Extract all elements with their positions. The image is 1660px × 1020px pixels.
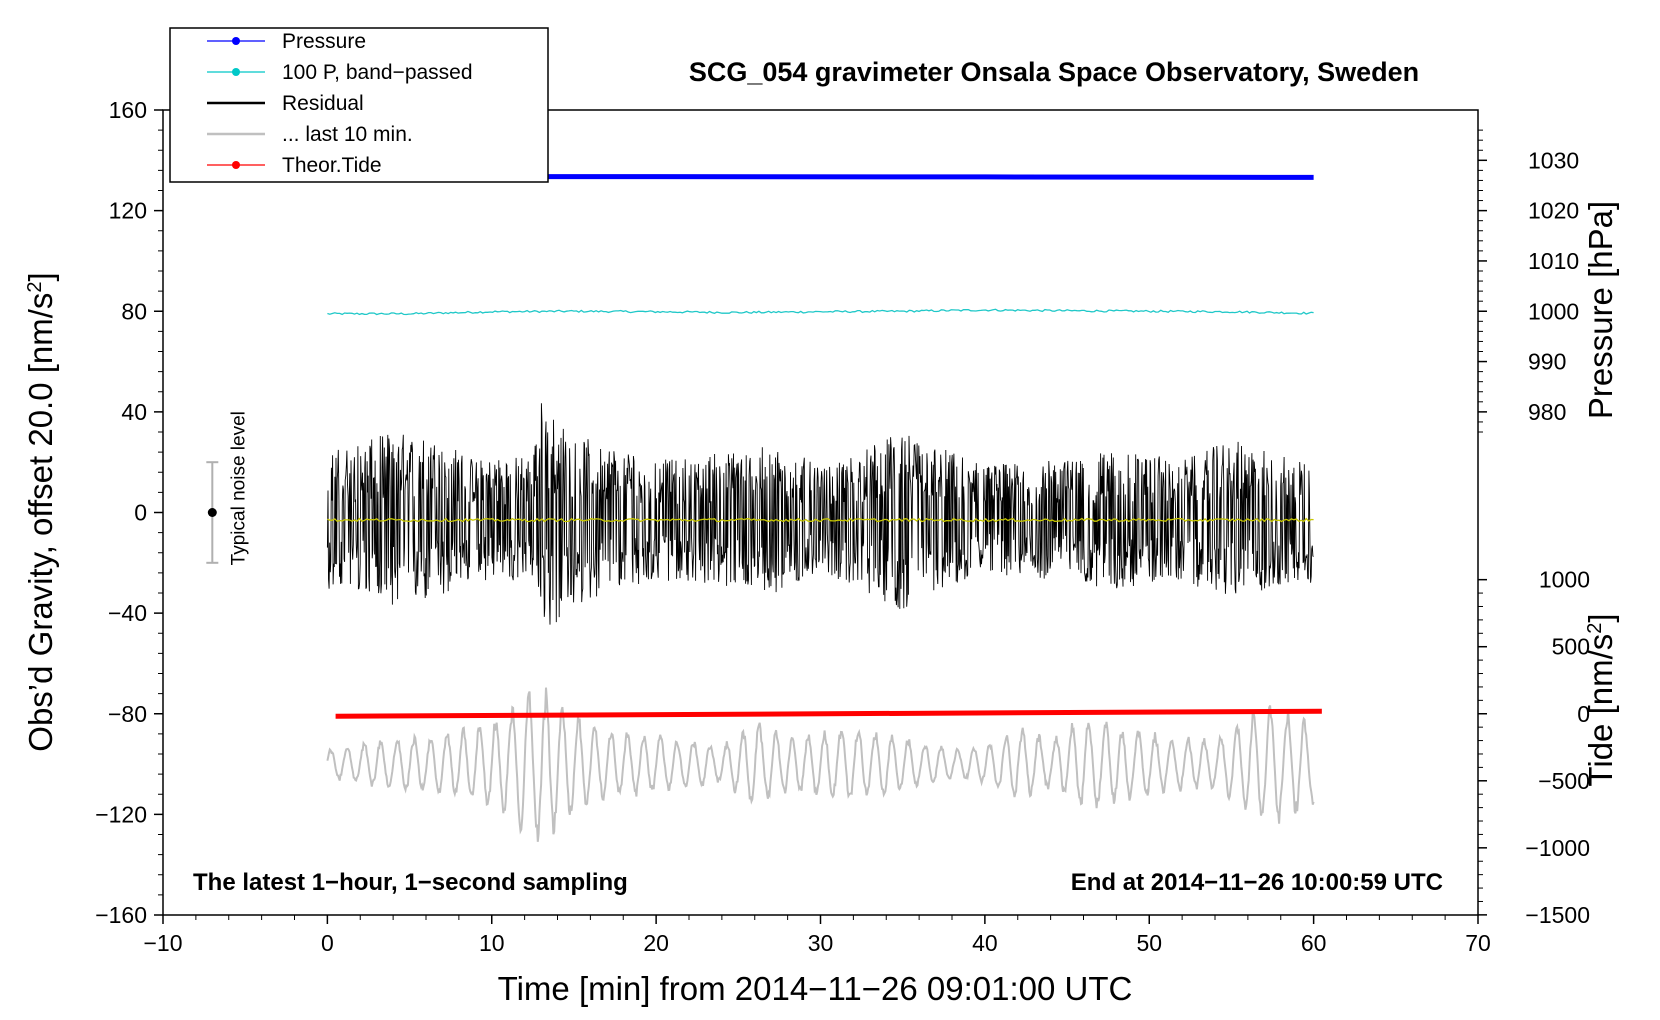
y-axis-label-tide-sup: 2	[1584, 623, 1606, 634]
x-tick-label: 60	[1301, 930, 1327, 956]
x-tick-label: 10	[479, 930, 505, 956]
pressure-tick-label: 1030	[1528, 147, 1579, 173]
series-line	[327, 403, 1313, 624]
y-tick-label: 0	[134, 500, 147, 526]
legend-label: ... last 10 min.	[282, 123, 413, 146]
noise-center-dot	[208, 508, 217, 517]
x-tick-label: 50	[1136, 930, 1162, 956]
y-axis-label-left: Obs’d Gravity, offset 20.0 [nm/s2]	[22, 272, 59, 751]
pressure-tick-label: 1010	[1528, 248, 1579, 274]
y-axis-label-left-sup: 2	[24, 281, 46, 292]
x-tick-label: 40	[972, 930, 998, 956]
legend-marker	[232, 68, 240, 76]
legend-marker	[232, 161, 240, 169]
y-tick-label: 160	[109, 97, 147, 123]
legend-marker	[232, 37, 240, 45]
y-axis-label-left-main: Obs’d Gravity, offset 20.0 [nm/s	[22, 293, 59, 752]
legend-label: Theor.Tide	[282, 154, 382, 177]
chart-title: SCG_054 gravimeter Onsala Space Observat…	[689, 57, 1419, 87]
series-line	[336, 711, 1322, 716]
legend-label: Pressure	[282, 30, 366, 53]
legend-label: 100 P, band−passed	[282, 61, 473, 84]
x-tick-label: 20	[643, 930, 669, 956]
tide-tick-label: 1000	[1539, 567, 1590, 593]
y-tick-label: 40	[121, 399, 147, 425]
legend: Pressure 100 P, band−passed Residual ... la…	[170, 28, 548, 182]
y-tick-label: −80	[108, 701, 147, 727]
x-tick-label: 70	[1465, 930, 1491, 956]
y-tick-label: −40	[108, 600, 147, 626]
series-line	[327, 309, 1313, 314]
gravimeter-chart: −10 0 10 20 30 40 50 60 70−160−120−80−4004080120…	[0, 0, 1660, 1020]
y-tick-label: 80	[121, 298, 147, 324]
y-axis-label-tide-main: Tide [nm/s	[1582, 634, 1619, 787]
pressure-tick-label: 990	[1528, 349, 1566, 375]
tide-tick-label: −1500	[1525, 902, 1590, 928]
x-axis-label: Time [min] from 2014−11−26 09:01:00 UTC	[498, 970, 1133, 1007]
y-axis-label-tide: Tide [nm/s2]	[1582, 613, 1619, 786]
noise-level-indicator: Typical noise level	[206, 411, 249, 565]
noise-level-label: Typical noise level	[228, 411, 249, 565]
y-tick-label: −120	[95, 801, 147, 827]
pressure-tick-label: 1020	[1528, 198, 1579, 224]
y-tick-label: −160	[95, 902, 147, 928]
x-tick-label: 30	[808, 930, 834, 956]
legend-label: Residual	[282, 92, 364, 115]
y-axis-label-tide-end: ]	[1582, 613, 1619, 622]
x-tick-label: 0	[321, 930, 334, 956]
y-axis-label-pressure: Pressure [hPa]	[1582, 201, 1619, 419]
series-layer	[327, 177, 1321, 842]
x-tick-label: −10	[143, 930, 182, 956]
y-tick-label: 120	[109, 198, 147, 224]
y-axis-label-left-end: ]	[22, 272, 59, 281]
annotation-end-time: End at 2014−11−26 10:00:59 UTC	[1071, 869, 1443, 896]
pressure-tick-label: 980	[1528, 399, 1566, 425]
annotation-sampling: The latest 1−hour, 1−second sampling	[193, 869, 628, 896]
pressure-tick-label: 1000	[1528, 298, 1579, 324]
tide-tick-label: −1000	[1525, 835, 1590, 861]
